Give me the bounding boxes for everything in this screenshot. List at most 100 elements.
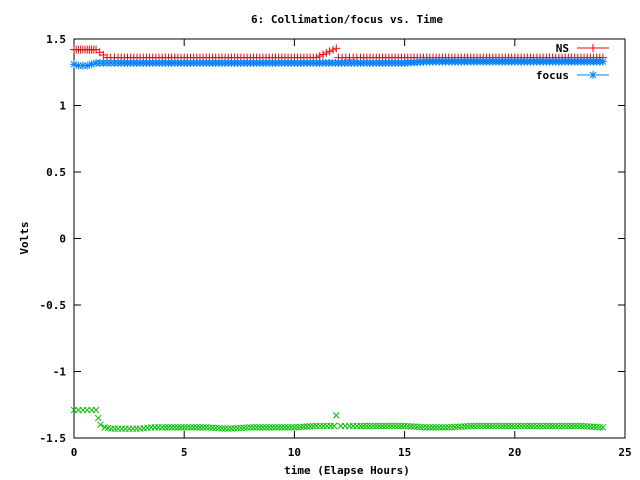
data-point [328,45,337,54]
data-point [281,424,289,431]
data-point [303,423,311,430]
data-point [376,422,383,430]
data-point [357,422,364,430]
data-point [410,423,418,430]
data-point [300,423,308,431]
data-point [564,422,572,430]
data-point [439,424,446,431]
data-point [407,423,415,430]
data-point [366,422,374,430]
data-point [363,422,371,430]
data-point [404,422,412,430]
data-point [190,424,197,431]
data-point [379,422,386,430]
x-axis: 0 5 10 15 20 25 [71,39,632,459]
data-point [502,422,509,430]
data-point [183,424,191,431]
data-point [158,424,166,431]
data-point [587,423,594,430]
data-point [495,422,503,430]
data-point [489,422,497,430]
data-point [401,422,408,430]
data-point [294,423,301,431]
plot-frame [73,38,626,439]
data-point [555,422,563,430]
legend-label: NS [556,42,569,55]
data-point [287,424,295,431]
data-point [369,422,377,430]
data-point [332,44,341,53]
data-point [574,422,582,430]
data-point [533,422,541,430]
data-point [473,422,481,430]
data-point [253,424,260,431]
data-point [309,422,317,430]
y-tick-label: -1 [53,366,67,379]
data-point [297,423,305,431]
data-point [221,425,229,432]
data-point [568,422,575,430]
data-point [596,423,604,431]
data-point [215,424,223,432]
data-point [593,423,601,431]
data-point [199,424,207,431]
x-tick-label: 25 [618,446,631,459]
data-point [561,422,569,430]
y-axis: -1.5 -1 -0.5 0 0.5 1 1.5 [40,33,625,445]
data-point [464,422,471,430]
data-point [165,424,172,431]
data-point [451,423,459,431]
data-point [196,424,204,431]
data-point [416,423,424,431]
legend: NS focus [536,42,609,82]
data-point [291,424,298,431]
data-point [498,422,506,430]
data-point [278,424,286,431]
legend-label: focus [536,69,569,82]
data-point [161,424,169,431]
data-point [168,424,175,431]
data-point [457,423,465,430]
data-point [454,423,462,431]
data-point [306,423,314,430]
data-point [517,422,525,430]
data-point [549,422,556,430]
data-point [262,424,270,431]
data-point [577,422,585,430]
data-point [589,71,597,79]
data-point [385,422,393,430]
data-point [445,424,453,431]
data-point [325,47,334,56]
data-point [486,422,493,430]
data-point [202,424,210,431]
data-point [520,422,528,430]
data-point [97,421,104,429]
data-point [583,423,591,430]
data-point [589,44,597,52]
data-point [234,424,242,432]
data-point [571,422,578,430]
data-point [479,422,487,430]
data-point [448,423,456,431]
data-point [432,424,440,431]
data-point [259,424,267,431]
data-point [527,422,534,430]
data-point [240,424,248,432]
data-point [580,422,588,430]
data-point [514,422,522,430]
data-point [394,422,402,430]
y-tick-label: -1.5 [40,432,67,445]
x-tick-label: 15 [398,446,411,459]
x-axis-label: time (Elapse Hours) [284,464,410,477]
data-point [256,424,264,431]
data-point [224,425,232,433]
y-tick-label: 1 [59,100,66,113]
data-point [552,422,560,430]
data-point [94,414,102,422]
data-point [388,422,396,430]
series-unnamed [70,406,607,433]
data-point [492,422,500,430]
chart-title: 6: Collimation/focus vs. Time [251,13,443,26]
data-point [420,423,427,431]
